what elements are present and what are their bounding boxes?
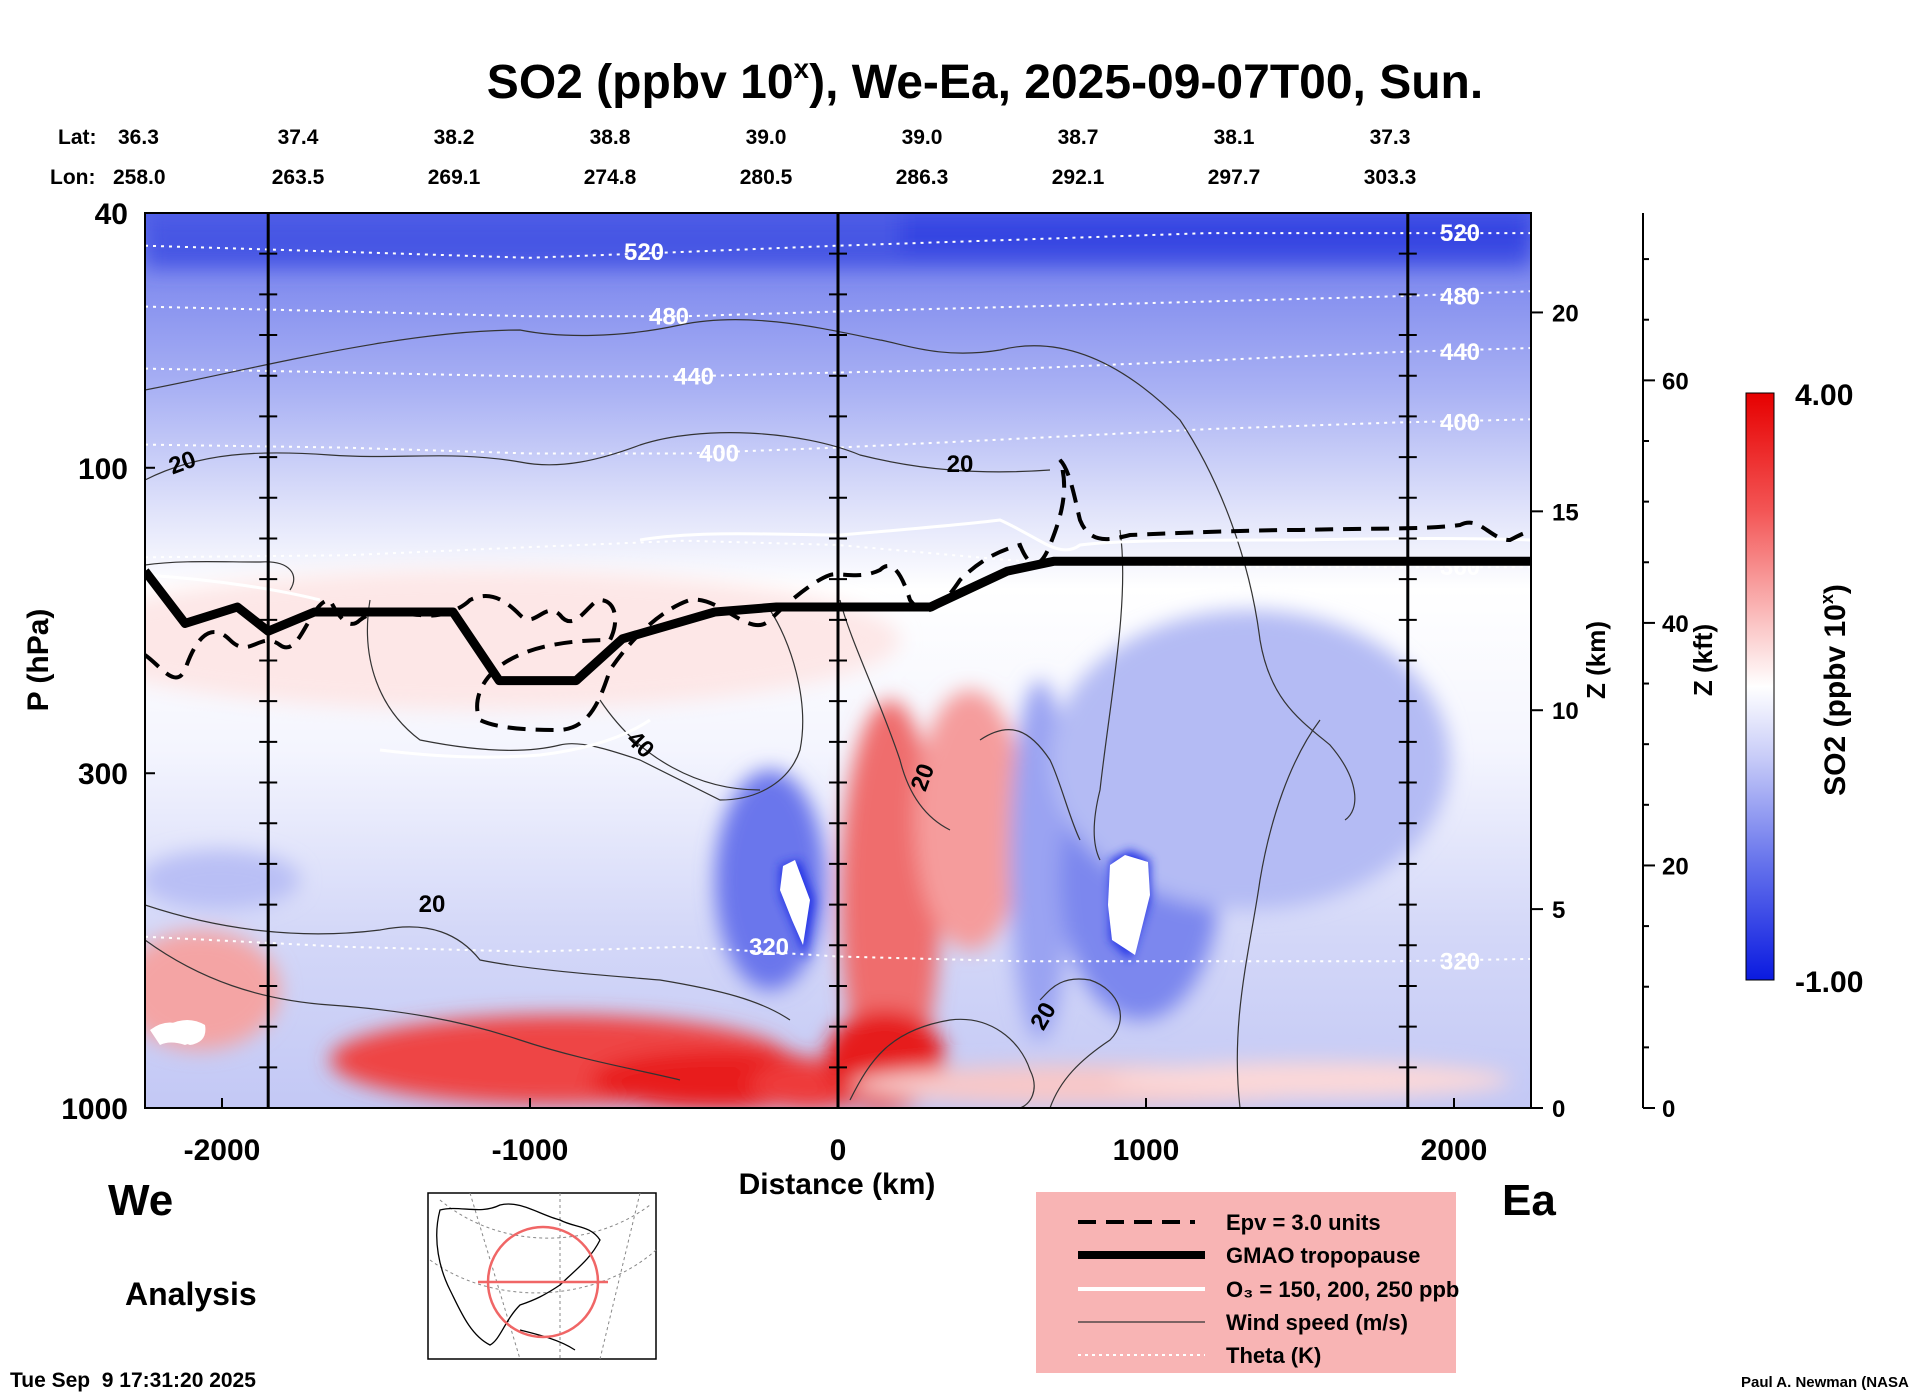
z-kft-tick-label: 40 (1662, 611, 1689, 638)
x-tick-label: 1000 (1113, 1134, 1180, 1167)
lon-value: 286.3 (896, 166, 949, 189)
z-kft-tick-label: 0 (1662, 1096, 1675, 1123)
theta-contour-label-right: 440 (1440, 339, 1480, 366)
wind-contour-label: 20 (419, 891, 446, 918)
theta-contour-line (145, 935, 1531, 963)
x-tick-label: 2000 (1421, 1134, 1488, 1167)
so2-anomaly-patches (145, 213, 1531, 1108)
legend-label-wind: Wind speed (m/s) (1226, 1310, 1408, 1335)
lat-value: 39.0 (746, 126, 787, 149)
lat-value: 36.3 (118, 126, 159, 149)
lat-value: 37.3 (1370, 126, 1411, 149)
tropopause-line (145, 556, 1531, 686)
lat-value: 38.7 (1058, 126, 1099, 149)
theta-contour-label: 520 (624, 239, 664, 266)
locator-map (427, 1192, 657, 1360)
lat-value: 38.1 (1214, 126, 1255, 149)
z-km-axis-label: Z (km) (1581, 621, 1611, 699)
chart-title: SO2 (ppbv 10x), We-Ea, 2025-09-07T00, Su… (487, 53, 1483, 109)
lon-value: 263.5 (272, 166, 325, 189)
legend: Epv = 3.0 units GMAO tropopause O₃ = 150… (1036, 1192, 1459, 1373)
theta-contour-label: 440 (674, 363, 714, 390)
theta-contour-line (145, 232, 1531, 259)
lat-value: 39.0 (902, 126, 943, 149)
theta-contour-label-right: 520 (1440, 220, 1480, 247)
east-label: Ea (1502, 1176, 1556, 1225)
z-km-tick-label: 0 (1552, 1096, 1565, 1123)
lon-label: Lon: (50, 166, 95, 189)
colorbar-title: SO2 (ppbv 10x) (1817, 584, 1852, 796)
x-tick-label: -2000 (184, 1134, 261, 1167)
z-km-tick-label: 15 (1552, 499, 1579, 526)
lon-value: 297.7 (1208, 166, 1261, 189)
lon-value: 269.1 (428, 166, 481, 189)
z-kft-tick-label: 20 (1662, 853, 1689, 880)
so2-min-patch-sw (168, 1020, 206, 1045)
theta-contour-label-right: 400 (1440, 410, 1480, 437)
north-america-outline (436, 1203, 601, 1346)
y-tick-label: 1000 (61, 1093, 128, 1126)
lat-value: 38.2 (434, 126, 475, 149)
y-tick-label: 40 (95, 198, 128, 231)
theta-contour-line (145, 418, 1531, 455)
y-tick-label: 100 (78, 453, 128, 486)
z-km-tick-label: 10 (1552, 698, 1579, 725)
lon-value: 280.5 (740, 166, 793, 189)
colorbar-max-label: 4.00 (1795, 379, 1853, 412)
lat-value: 38.8 (590, 126, 631, 149)
legend-label-ozone: O₃ = 150, 200, 250 ppb (1226, 1277, 1459, 1302)
legend-label-epv: Epv = 3.0 units (1226, 1210, 1381, 1235)
colorbar-min-label: -1.00 (1795, 966, 1863, 999)
z-kft-axis-label: Z (kft) (1688, 624, 1718, 696)
z-km-tick-label: 5 (1552, 897, 1565, 924)
west-label: We (108, 1176, 173, 1225)
section-markers (259, 213, 1417, 1108)
lon-value: 303.3 (1364, 166, 1417, 189)
theta-contour-label-right: 320 (1440, 948, 1480, 975)
x-tick-label: -1000 (492, 1134, 569, 1167)
y-axis-label: P (hPa) (22, 609, 55, 712)
analysis-label: Analysis (125, 1276, 257, 1312)
theta-contour-label: 480 (649, 303, 689, 330)
lat-label: Lat: (58, 126, 97, 149)
timestamp: Tue Sep 9 17:31:20 2025 (10, 1369, 256, 1392)
theta-contour-label: 400 (699, 441, 739, 468)
lon-value: 292.1 (1052, 166, 1105, 189)
so2-min-patch-west (780, 860, 810, 945)
x-tick-label: 0 (830, 1134, 847, 1167)
lat-lon-header: Lat: Lon: 36.3 37.4 38.2 38.8 39.0 39.0 38.7 38… (50, 126, 1416, 189)
credit: Paul A. Newman (NASA (1741, 1374, 1909, 1391)
y-tick-label: 300 (78, 758, 128, 791)
axes: -2000 -1000 0 1000 2000100030010040051015200… (61, 198, 1688, 1167)
lon-value: 274.8 (584, 166, 637, 189)
ozone-contours (145, 518, 1531, 759)
epv-contour (145, 458, 1531, 733)
legend-label-theta: Theta (K) (1226, 1343, 1321, 1368)
z-kft-tick-label: 60 (1662, 368, 1689, 395)
x-axis-label: Distance (km) (739, 1168, 936, 1201)
z-km-tick-label: 20 (1552, 300, 1579, 327)
theta-contour-line (145, 290, 1531, 318)
lat-value: 37.4 (278, 126, 319, 149)
theta-contour-label-right: 480 (1440, 283, 1480, 310)
theta-contour-label: 320 (749, 934, 789, 961)
legend-label-tropopause: GMAO tropopause (1226, 1243, 1420, 1268)
colorbar (1745, 392, 1775, 981)
theta-contour-line (145, 539, 1531, 569)
wind-contour-label: 20 (947, 451, 974, 478)
lon-value: 258.0 (113, 166, 166, 189)
theta-contour-line (145, 347, 1531, 378)
so2-min-patch-east (1108, 855, 1150, 955)
